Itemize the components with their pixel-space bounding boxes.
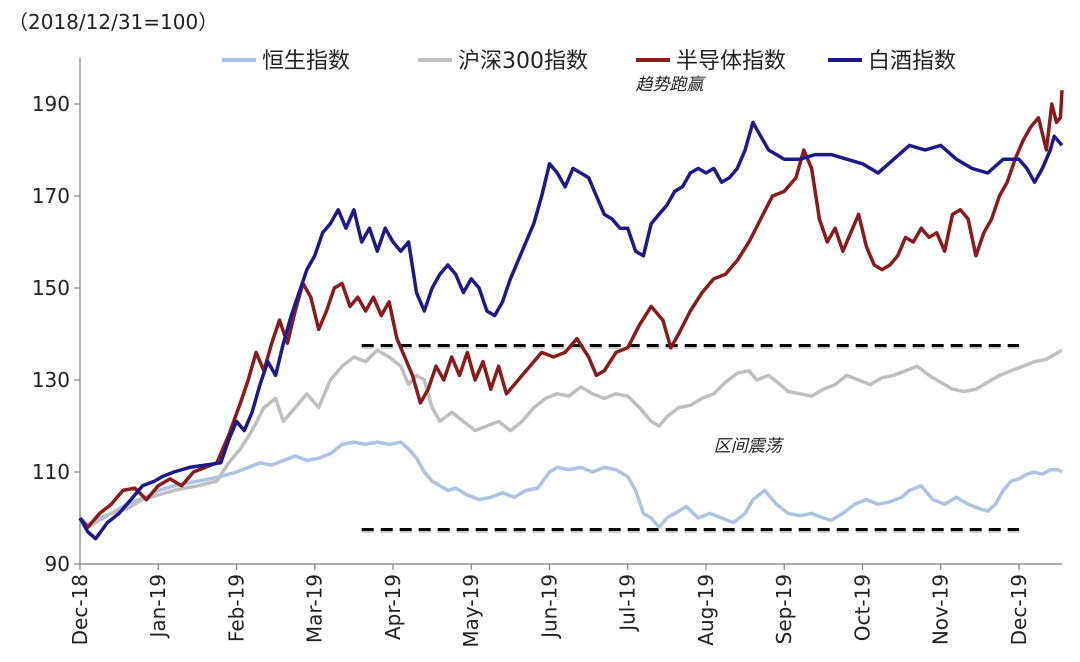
x-tick-label: Jul-19 <box>616 574 640 633</box>
reference-lines <box>361 344 1019 533</box>
x-tick-label: Nov-19 <box>929 574 953 645</box>
legend: 恒生指数 沪深300指数 半导体指数 白酒指数 <box>222 49 956 74</box>
y-tick-label: 150 <box>32 276 70 300</box>
x-tick-label: Jan-19 <box>146 574 170 640</box>
y-tick-label: 130 <box>32 368 70 392</box>
y-tick-label: 170 <box>32 184 70 208</box>
unit-note: （2018/12/31=100） <box>8 10 219 34</box>
series-line-3 <box>78 90 1064 529</box>
x-tick-label: Dec-19 <box>1007 574 1031 645</box>
x-tick-label: Feb-19 <box>224 574 248 642</box>
x-tick-label: Oct-19 <box>850 574 874 641</box>
legend-label-2: 沪深300指数 <box>458 49 588 74</box>
x-tick-label: Aug-19 <box>694 574 718 646</box>
x-tick-label: Mar-19 <box>303 574 327 643</box>
x-tick-label: May-19 <box>459 574 483 648</box>
legend-label-4: 白酒指数 <box>868 49 956 74</box>
x-tick-label: Sep-19 <box>772 574 796 644</box>
legend-label-1: 恒生指数 <box>262 49 350 74</box>
y-tick-label: 90 <box>45 552 70 576</box>
series-line-1 <box>78 440 1063 529</box>
y-tick-label: 110 <box>32 460 70 484</box>
x-tick-label: Dec-18 <box>68 574 92 645</box>
series-layer <box>78 90 1064 541</box>
annotation-1: 趋势跑赢 <box>636 75 707 95</box>
x-tick-label: Jun-19 <box>537 574 561 640</box>
legend-label-3: 半导体指数 <box>676 49 786 74</box>
x-tick-label: Apr-19 <box>381 574 405 640</box>
series-line-2 <box>78 348 1063 529</box>
axes: 90 110 130 150 170 190 Dec-18 Jan-19 Feb-19 Mar-1… <box>32 58 1062 648</box>
series-line-4 <box>78 120 1064 541</box>
y-tick-label: 190 <box>32 92 70 116</box>
annotation-2: 区间震荡 <box>714 436 785 456</box>
